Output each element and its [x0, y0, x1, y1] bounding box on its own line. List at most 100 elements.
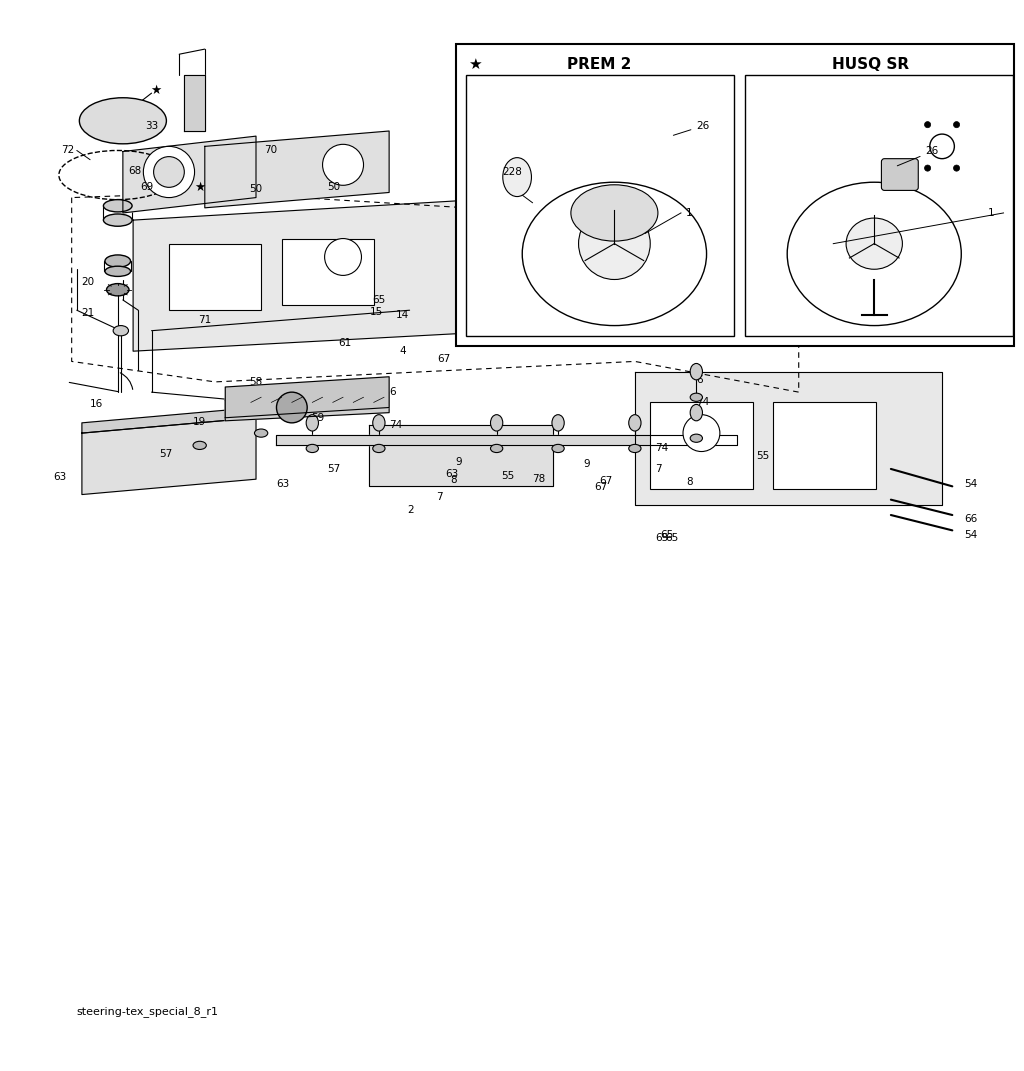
Text: 57: 57 — [159, 449, 172, 458]
Circle shape — [683, 414, 720, 452]
Text: 67: 67 — [437, 355, 451, 364]
Text: 63: 63 — [445, 469, 459, 479]
Circle shape — [925, 122, 931, 127]
Circle shape — [276, 392, 307, 423]
Text: 65: 65 — [655, 532, 669, 543]
Text: 1: 1 — [988, 208, 994, 217]
Text: 21: 21 — [81, 308, 94, 318]
Bar — [650, 403, 753, 489]
Text: ★: ★ — [195, 181, 205, 194]
Ellipse shape — [254, 429, 268, 437]
Circle shape — [953, 165, 959, 171]
Text: 7: 7 — [436, 492, 442, 501]
Polygon shape — [82, 407, 256, 433]
Text: 69: 69 — [140, 182, 154, 193]
Text: 5: 5 — [748, 317, 754, 328]
Ellipse shape — [490, 444, 503, 453]
Text: 1: 1 — [686, 208, 692, 217]
Circle shape — [325, 239, 361, 275]
Text: 2: 2 — [408, 504, 414, 515]
Ellipse shape — [579, 208, 650, 280]
Text: 67: 67 — [599, 477, 612, 486]
Text: 8: 8 — [818, 64, 824, 75]
Text: 15: 15 — [637, 202, 650, 213]
Ellipse shape — [306, 444, 318, 453]
Ellipse shape — [552, 414, 564, 431]
Bar — [282, 239, 374, 305]
Ellipse shape — [105, 267, 131, 276]
Text: 26: 26 — [674, 121, 710, 135]
Polygon shape — [635, 372, 942, 504]
Text: 54: 54 — [965, 480, 978, 489]
Circle shape — [849, 159, 861, 171]
Ellipse shape — [690, 434, 702, 442]
Text: 26: 26 — [897, 147, 939, 166]
Polygon shape — [369, 425, 553, 486]
Ellipse shape — [552, 444, 564, 453]
FancyBboxPatch shape — [882, 159, 919, 191]
Text: 78: 78 — [532, 474, 546, 484]
Ellipse shape — [690, 405, 702, 421]
Text: 14: 14 — [634, 213, 647, 223]
Text: 228: 228 — [502, 167, 521, 177]
Text: 59: 59 — [311, 412, 325, 423]
Text: 68: 68 — [128, 166, 141, 176]
Text: 8: 8 — [686, 478, 692, 487]
Circle shape — [143, 147, 195, 197]
Text: 55: 55 — [756, 451, 769, 461]
Polygon shape — [205, 131, 389, 208]
Ellipse shape — [113, 326, 129, 336]
Circle shape — [828, 161, 841, 174]
Text: 19: 19 — [194, 417, 206, 427]
Text: 66: 66 — [965, 514, 978, 524]
Text: steering-tex_special_8_r1: steering-tex_special_8_r1 — [77, 1006, 219, 1016]
Text: 15: 15 — [370, 307, 383, 317]
Circle shape — [323, 145, 364, 185]
Ellipse shape — [373, 414, 385, 431]
Text: 33: 33 — [145, 121, 159, 131]
Polygon shape — [133, 197, 512, 351]
Bar — [169, 244, 261, 311]
Ellipse shape — [106, 284, 129, 296]
Ellipse shape — [914, 108, 971, 185]
Text: 54: 54 — [965, 530, 978, 541]
Text: 65: 65 — [666, 532, 679, 543]
Ellipse shape — [923, 118, 962, 175]
Circle shape — [154, 156, 184, 187]
Text: 8: 8 — [451, 476, 457, 485]
Ellipse shape — [103, 214, 132, 226]
Text: 45: 45 — [161, 149, 174, 159]
Text: 65: 65 — [660, 530, 674, 541]
Ellipse shape — [690, 363, 702, 380]
Text: 65: 65 — [373, 295, 386, 305]
Ellipse shape — [846, 218, 902, 269]
Text: 67: 67 — [594, 482, 607, 493]
Text: 63: 63 — [276, 480, 290, 489]
Polygon shape — [225, 392, 389, 421]
Text: 6: 6 — [389, 387, 395, 397]
Ellipse shape — [490, 414, 503, 431]
Text: 74: 74 — [655, 443, 669, 453]
Text: 57: 57 — [328, 464, 341, 474]
Ellipse shape — [105, 255, 131, 267]
Text: 16: 16 — [90, 399, 103, 409]
Text: 72: 72 — [61, 146, 75, 155]
Text: 71: 71 — [198, 316, 211, 326]
Polygon shape — [82, 418, 256, 495]
Polygon shape — [276, 435, 737, 446]
Text: 58: 58 — [249, 377, 262, 387]
Text: 13: 13 — [962, 64, 974, 75]
Ellipse shape — [629, 444, 641, 453]
Text: 14: 14 — [396, 311, 410, 320]
Text: 20: 20 — [81, 276, 94, 287]
Ellipse shape — [373, 444, 385, 453]
Ellipse shape — [503, 157, 531, 197]
Text: ★: ★ — [151, 84, 161, 96]
Circle shape — [930, 134, 954, 159]
Text: 60: 60 — [255, 405, 267, 414]
Text: 9: 9 — [456, 456, 462, 467]
Text: 55: 55 — [501, 471, 514, 481]
Text: HUSQ SR: HUSQ SR — [831, 57, 909, 72]
Text: ★: ★ — [468, 57, 481, 72]
Polygon shape — [225, 377, 389, 418]
